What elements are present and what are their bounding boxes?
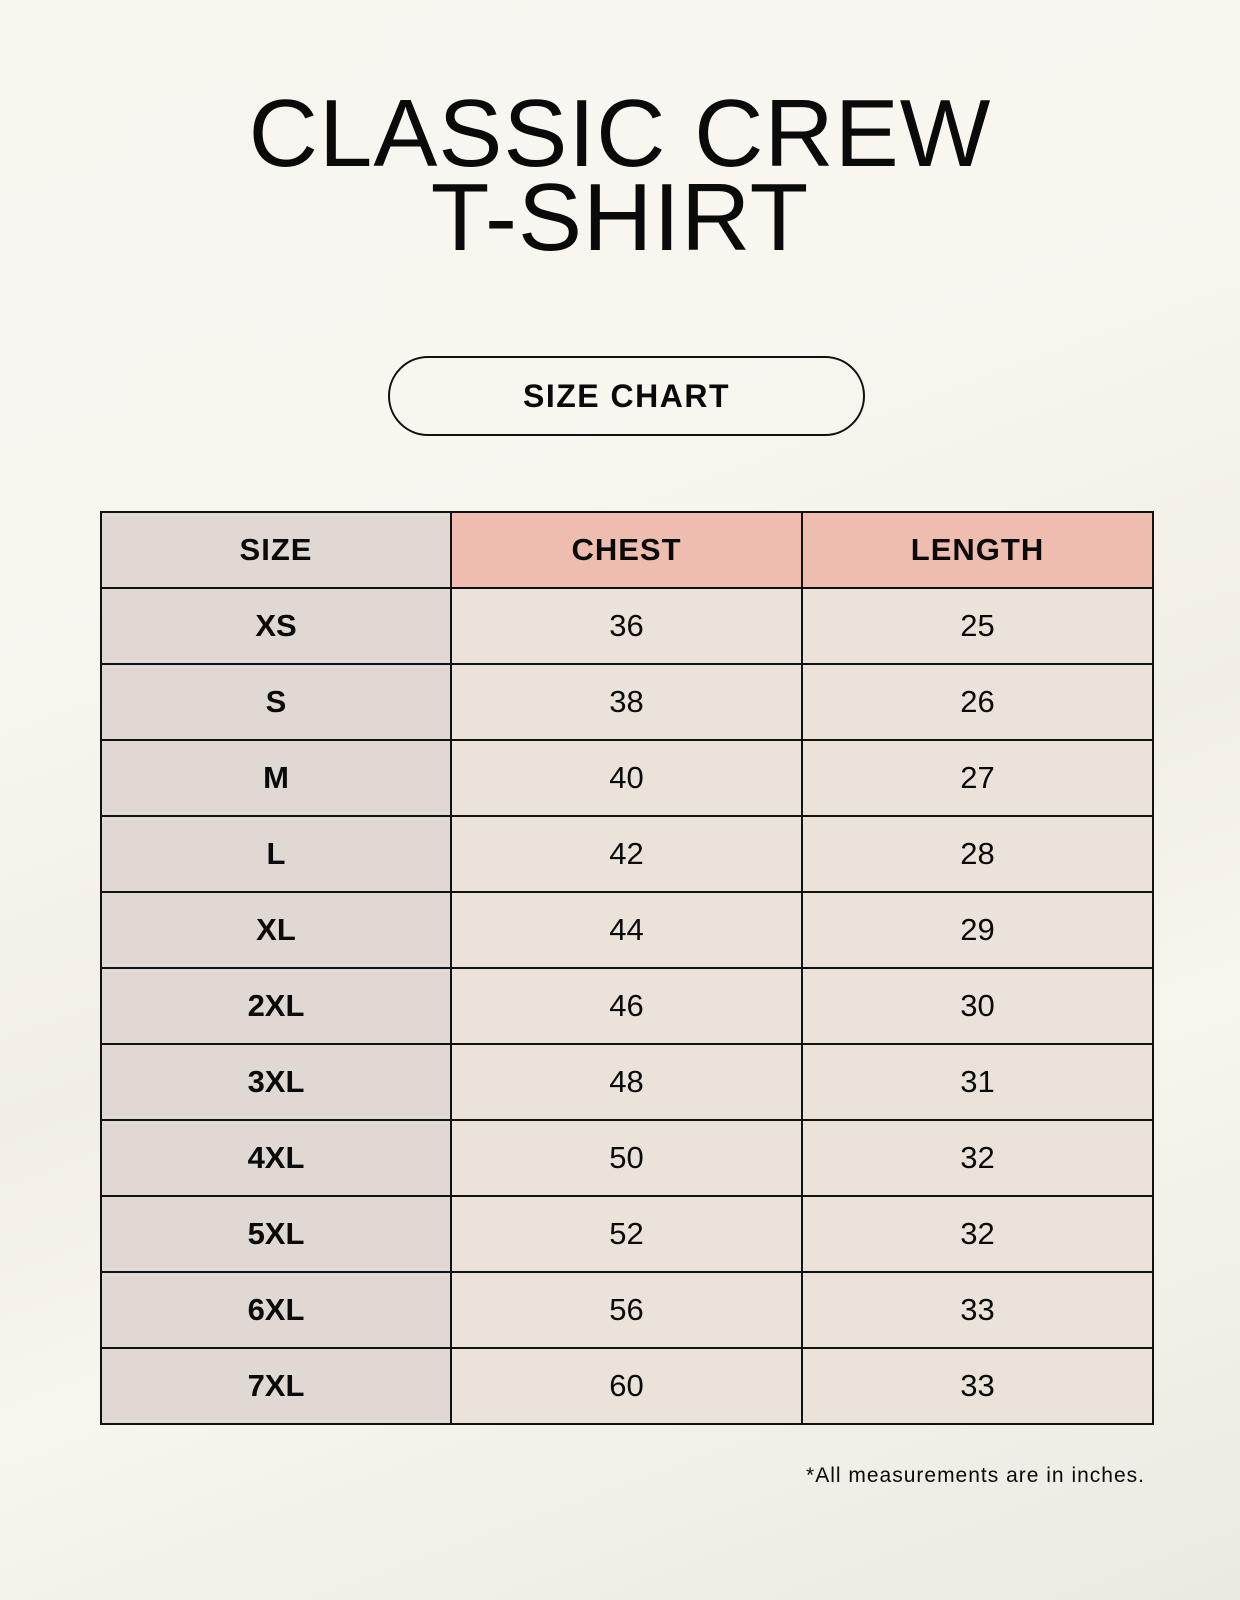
table-row: XL 44 29 (100, 891, 1155, 969)
footnote: *All measurements are in inches. (806, 1464, 1145, 1487)
cell-length: 33 (800, 1271, 1155, 1349)
cell-chest: 60 (449, 1347, 803, 1425)
cell-chest: 44 (449, 891, 803, 969)
table-row: 6XL 56 33 (100, 1271, 1155, 1349)
cell-chest: 46 (449, 967, 803, 1045)
header-length: LENGTH (800, 511, 1155, 589)
cell-chest: 42 (449, 815, 803, 893)
cell-size: 7XL (100, 1347, 452, 1425)
cell-size: M (100, 739, 452, 817)
cell-length: 33 (800, 1347, 1155, 1425)
cell-length: 32 (800, 1195, 1155, 1273)
cell-size: 4XL (100, 1119, 452, 1197)
cell-length: 31 (800, 1043, 1155, 1121)
cell-length: 25 (800, 587, 1155, 665)
cell-size: S (100, 663, 452, 741)
cell-size: XL (100, 891, 452, 969)
cell-size: 6XL (100, 1271, 452, 1349)
table-row: 5XL 52 32 (100, 1195, 1155, 1273)
table-row: M 40 27 (100, 739, 1155, 817)
header-size: SIZE (100, 511, 452, 589)
cell-chest: 40 (449, 739, 803, 817)
table-header-row: SIZE CHEST LENGTH (100, 511, 1155, 589)
table-row: 2XL 46 30 (100, 967, 1155, 1045)
table-row: 4XL 50 32 (100, 1119, 1155, 1197)
cell-length: 26 (800, 663, 1155, 741)
title-line-1: CLASSIC CREW (248, 80, 992, 187)
cell-size: L (100, 815, 452, 893)
page-title: CLASSIC CREW T-SHIRT (0, 80, 1240, 271)
cell-size: XS (100, 587, 452, 665)
table-row: 3XL 48 31 (100, 1043, 1155, 1121)
cell-length: 28 (800, 815, 1155, 893)
cell-chest: 56 (449, 1271, 803, 1349)
size-table: SIZE CHEST LENGTH XS 36 25 S 38 26 M 40 27 L 42 28 X… (100, 511, 1155, 1425)
cell-chest: 48 (449, 1043, 803, 1121)
table-row: 7XL 60 33 (100, 1347, 1155, 1425)
cell-length: 30 (800, 967, 1155, 1045)
header-chest: CHEST (449, 511, 803, 589)
table-row: L 42 28 (100, 815, 1155, 893)
cell-chest: 38 (449, 663, 803, 741)
cell-length: 32 (800, 1119, 1155, 1197)
cell-size: 5XL (100, 1195, 452, 1273)
cell-size: 3XL (100, 1043, 452, 1121)
title-line-2: T-SHIRT (430, 164, 810, 271)
cell-chest: 52 (449, 1195, 803, 1273)
size-chart-badge: SIZE CHART (388, 356, 865, 436)
table-row: XS 36 25 (100, 587, 1155, 665)
cell-length: 29 (800, 891, 1155, 969)
cell-chest: 50 (449, 1119, 803, 1197)
cell-chest: 36 (449, 587, 803, 665)
cell-size: 2XL (100, 967, 452, 1045)
table-row: S 38 26 (100, 663, 1155, 741)
cell-length: 27 (800, 739, 1155, 817)
